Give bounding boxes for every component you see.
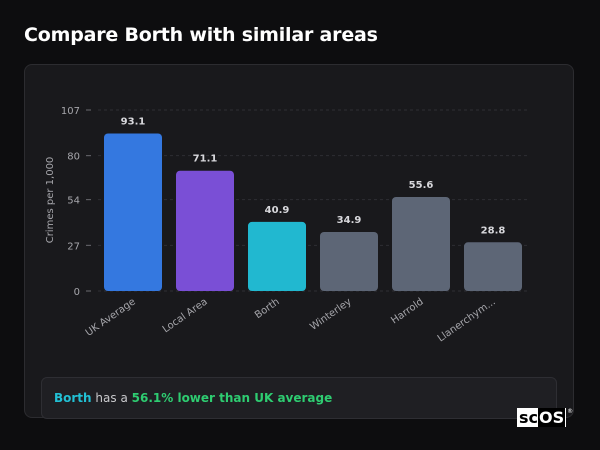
x-tick-label: Local Area	[161, 296, 210, 335]
data-label: 71.1	[193, 154, 218, 165]
x-tick-label: Borth	[253, 296, 282, 321]
y-tick-label: 107	[61, 106, 80, 117]
summary-text: has a	[95, 391, 128, 405]
y-tick-label: 54	[67, 196, 80, 207]
bar	[320, 231, 378, 291]
bar	[392, 196, 450, 291]
y-tick-label: 27	[67, 241, 80, 252]
bar	[176, 170, 234, 291]
data-label: 34.9	[337, 215, 362, 226]
bar	[464, 242, 522, 291]
x-tick-label: Harrold	[389, 296, 425, 326]
x-tick-label: Winterley	[308, 296, 354, 332]
data-label: 40.9	[265, 205, 290, 216]
summary-area-name: Borth	[54, 391, 92, 405]
data-label: 93.1	[121, 117, 146, 128]
y-axis-label: Crimes per 1,000	[45, 157, 56, 244]
comparison-summary: Borth has a 56.1% lower than UK average	[41, 377, 557, 419]
page-title: Compare Borth with similar areas	[24, 24, 378, 46]
x-tick-label: Llanerchym...	[436, 296, 498, 344]
bar	[104, 133, 162, 291]
y-tick-label: 80	[67, 152, 80, 163]
y-tick-label: 0	[74, 287, 80, 298]
scos-logo: scOS ®	[517, 408, 574, 427]
x-tick-label: UK Average	[84, 296, 138, 338]
summary-stat: 56.1% lower than UK average	[131, 391, 333, 405]
data-label: 55.6	[409, 180, 434, 191]
bar	[248, 221, 306, 291]
data-label: 28.8	[481, 225, 506, 236]
